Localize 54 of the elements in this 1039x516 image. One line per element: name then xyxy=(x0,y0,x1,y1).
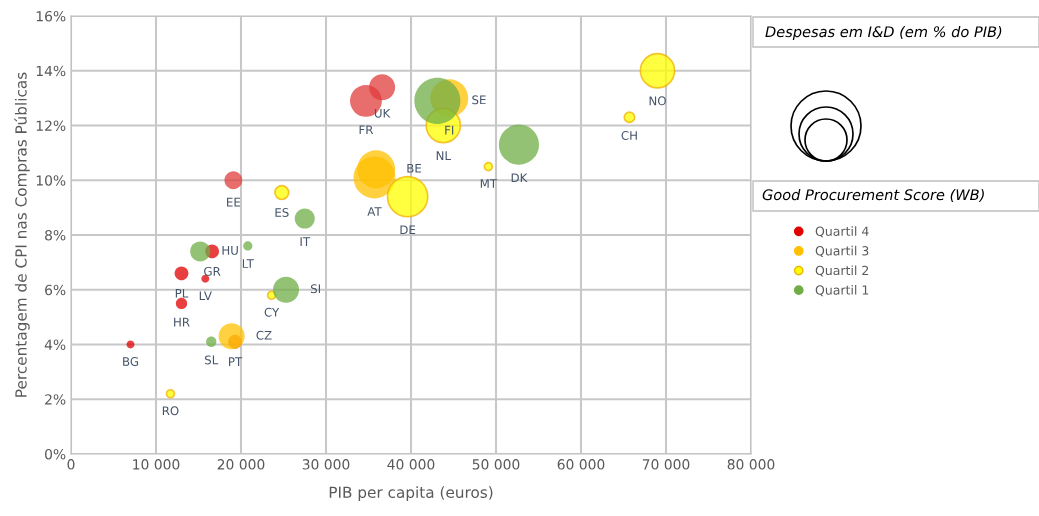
data-label: PT xyxy=(229,357,243,366)
data-label: FI xyxy=(445,125,454,135)
x-tick-label: 40 000 xyxy=(387,459,435,470)
data-label: CH xyxy=(621,130,637,140)
x-tick-label: 20 000 xyxy=(217,459,265,470)
data-label: BG xyxy=(123,357,139,366)
y-tick-label: 6% xyxy=(45,284,66,296)
text: Despesas em I&D (em % do PIB) xyxy=(765,25,1002,41)
data-label: ES xyxy=(275,208,289,217)
y-axis-title: Percentagem de CPI nas Compras Públicas xyxy=(14,72,30,397)
data-label: HU xyxy=(222,246,238,255)
data-label: SI xyxy=(310,284,321,294)
data-label: IT xyxy=(300,237,311,246)
data-label: GR xyxy=(204,266,221,276)
data-label: HR xyxy=(174,317,190,327)
y-tick-label: 0% xyxy=(45,448,66,460)
data-label: EE xyxy=(227,197,241,207)
legend-label: Quartil 3 xyxy=(815,245,869,257)
data-label: FR xyxy=(359,125,374,135)
data-label: SE xyxy=(472,95,486,105)
legend-label: Quartil 4 xyxy=(815,226,869,238)
data-label: RO xyxy=(162,406,179,416)
data-label: UK xyxy=(374,108,391,118)
legend-title: Good Procurement Score (WB) xyxy=(762,188,984,202)
data-label: PL xyxy=(175,288,189,298)
x-tick-label: 0 xyxy=(67,459,75,470)
data-label: MT xyxy=(480,179,498,188)
y-tick-label: 14% xyxy=(36,65,66,77)
data-label: AT xyxy=(367,207,382,216)
x-tick-label: 10 000 xyxy=(133,459,180,470)
x-tick-label: 60 000 xyxy=(557,459,605,470)
legend-label: Quartil 2 xyxy=(815,265,869,277)
x-tick-label: 80 000 xyxy=(727,459,775,470)
data-label: BE xyxy=(407,163,422,173)
data-label: NO xyxy=(649,96,666,106)
data-label: DE xyxy=(400,225,416,235)
data-label: CZ xyxy=(256,330,272,340)
x-tick-label: 70 000 xyxy=(642,459,690,470)
data-label: CY xyxy=(264,307,280,317)
y-tick-label: 2% xyxy=(45,394,66,405)
y-tick-label: 16% xyxy=(36,10,66,22)
data-label: DK xyxy=(511,173,528,183)
data-label: SL xyxy=(204,355,219,365)
y-tick-label: 12% xyxy=(36,120,66,131)
data-label: LT xyxy=(242,259,254,268)
legend-label: Quartil 1 xyxy=(815,285,869,297)
x-tick-label: 30 000 xyxy=(302,459,350,470)
x-tick-label: 50 000 xyxy=(472,459,520,470)
x-axis-title: PIB per capita (euros) xyxy=(329,486,493,501)
y-tick-label: 10% xyxy=(36,175,66,186)
y-tick-label: 8% xyxy=(45,229,66,241)
data-label: LV xyxy=(199,291,212,301)
data-label: NL xyxy=(436,151,451,160)
y-tick-label: 4% xyxy=(44,339,66,350)
